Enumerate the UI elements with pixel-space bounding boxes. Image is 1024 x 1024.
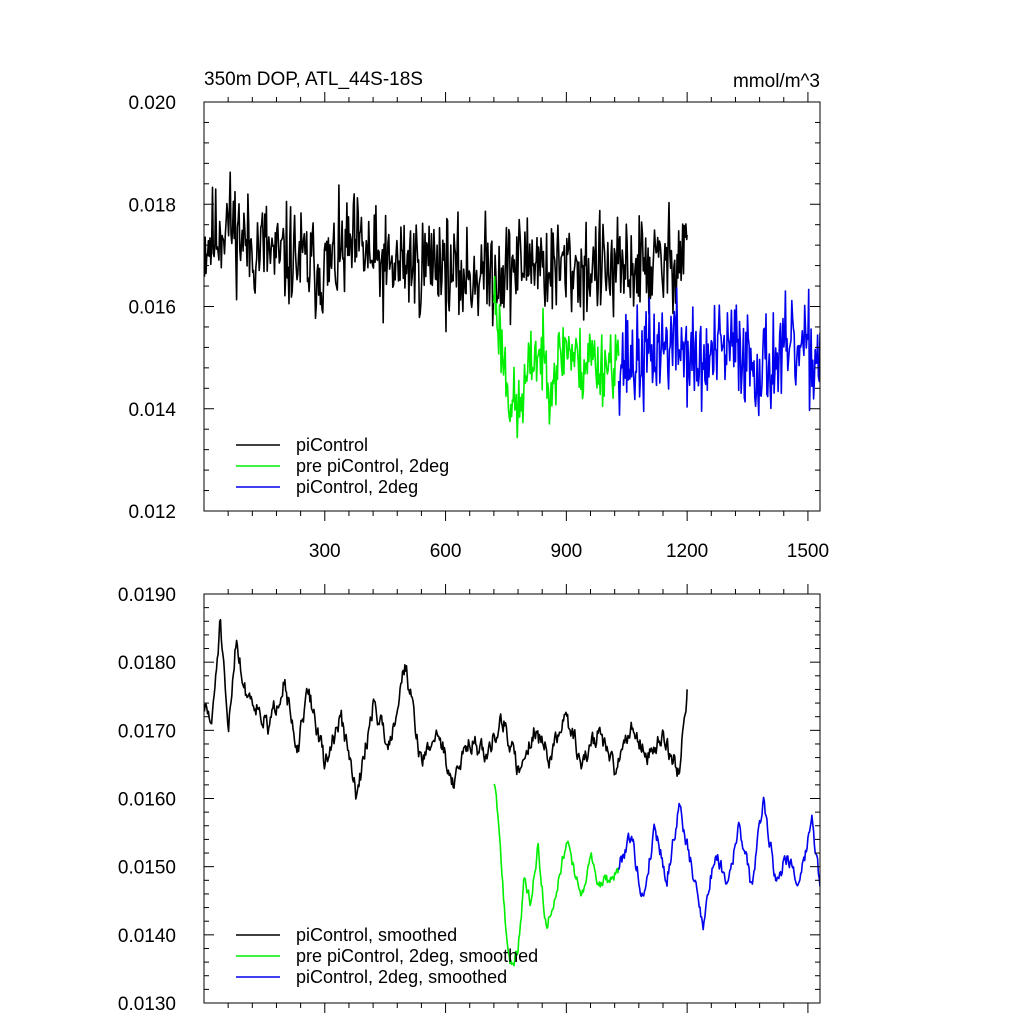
- top-series-group: [204, 171, 820, 439]
- y-tick-label: 0.020: [128, 93, 176, 114]
- x-tick-label: 900: [551, 541, 583, 562]
- legend-entry: pre piControl, 2deg: [296, 456, 449, 476]
- y-tick-label: 0.014: [128, 400, 176, 421]
- y-tick-label: 0.012: [128, 502, 176, 523]
- y-tick-label: 0.0180: [118, 653, 176, 674]
- legend-entry: piControl, smoothed: [296, 925, 457, 945]
- y-tick-label: 0.0160: [118, 790, 176, 811]
- series-line-picontrol: [204, 171, 688, 333]
- bottom-ticks: 0.0130 0.0140 0.0150 0.0160 0.0170 0.0180 0.01…: [118, 584, 820, 1015]
- legend-entry: piControl, 2deg, smoothed: [296, 967, 507, 987]
- x-tick-label: 300: [309, 541, 341, 562]
- y-tick-label: 0.0150: [118, 858, 176, 879]
- x-tick-label: 1200: [666, 541, 708, 562]
- series-line-picontrol-2deg: [617, 287, 820, 417]
- x-tick-label: 1500: [787, 541, 829, 562]
- y-tick-label: 0.0130: [118, 994, 176, 1015]
- top-ticks: 0.012 0.014 0.016 0.018 0.020 300 600 900 1200 15…: [128, 92, 829, 562]
- series-line-picontrol-2deg-smoothed: [617, 796, 820, 931]
- y-tick-label: 0.0190: [118, 585, 176, 606]
- x-tick-label: 600: [430, 541, 462, 562]
- legend-entry: piControl, 2deg: [296, 477, 418, 497]
- series-line-pre-picontrol-2deg-smoothed: [493, 783, 620, 967]
- bottom-panel: 0.0130 0.0140 0.0150 0.0160 0.0170 0.0180 0.01…: [118, 584, 821, 1015]
- y-tick-label: 0.0140: [118, 926, 176, 947]
- series-line-pre-picontrol-2deg: [493, 275, 620, 439]
- y-tick-label: 0.018: [128, 195, 176, 216]
- units-label: mmol/m^3: [733, 71, 820, 92]
- series-line-picontrol-smoothed: [204, 618, 688, 800]
- top-panel: 350m DOP, ATL_44S-18S mmol/m^3 0.0120.01…: [128, 69, 829, 562]
- y-tick-label: 0.016: [128, 298, 176, 319]
- legend-entry: pre piControl, 2deg, smoothed: [296, 946, 538, 966]
- bottom-series-group: [204, 618, 820, 967]
- y-tick-label: 0.0170: [118, 721, 176, 742]
- legend-entry: piControl: [296, 435, 368, 455]
- chart-title: 350m DOP, ATL_44S-18S: [204, 69, 423, 90]
